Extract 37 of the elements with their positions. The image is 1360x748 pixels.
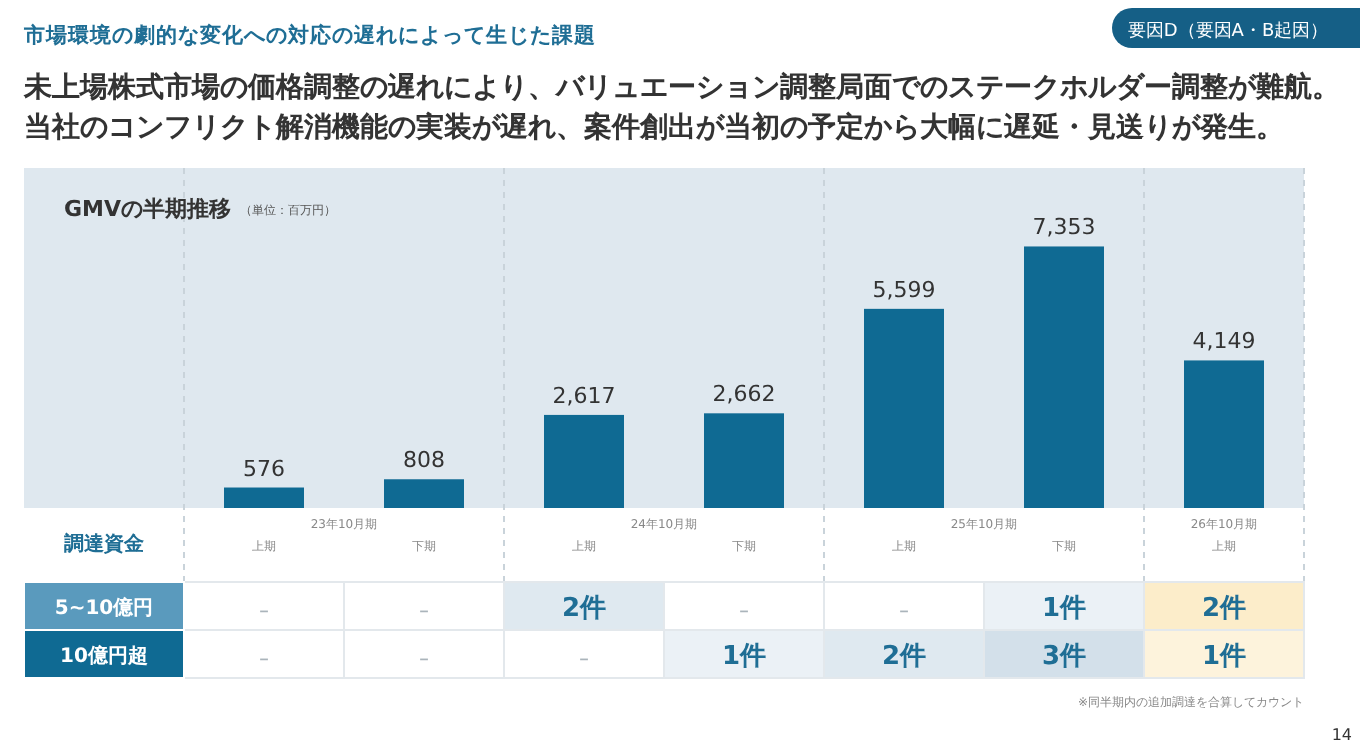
y-tick-label: 5~10億円 [54, 596, 154, 620]
text: 当社のコンフリクト解消機能の実装が遅れ、案件創出が当初の予定から大幅に遅延・見送りが発生。 [24, 110, 1284, 144]
text: 要因D（要因A・B起因） [1127, 20, 1329, 42]
data-label: 7,353 [1032, 214, 1096, 241]
data-label: 2,617 [552, 382, 616, 409]
text: － [896, 602, 912, 620]
bar [704, 413, 784, 508]
data-label: 2件 [881, 642, 927, 672]
data-label: 5,599 [872, 276, 936, 303]
bar [384, 479, 464, 508]
chart-title: 調達資金 [62, 532, 146, 556]
y-tick-label: 10億円超 [60, 644, 148, 668]
data-label: 576 [243, 455, 285, 482]
data-label: 3件 [1041, 642, 1087, 672]
data-label: 2件 [1201, 594, 1247, 624]
bar [864, 308, 944, 508]
text: － [416, 650, 432, 668]
text: － [576, 650, 592, 668]
data-label: 808 [403, 447, 445, 474]
chart-title: GMVの半期推移 [64, 196, 231, 222]
text: － [416, 602, 432, 620]
bar [1184, 360, 1264, 508]
text: － [256, 650, 272, 668]
text: 14 [1331, 726, 1352, 744]
data-label: 2,662 [712, 381, 776, 408]
text: 市場環境の劇的な変化への対応の遅れによって生じた課題 [22, 22, 596, 48]
data-label: 1件 [721, 642, 767, 672]
data-label: 1件 [1201, 642, 1247, 672]
data-label: 1件 [1041, 594, 1087, 624]
bar [544, 414, 624, 508]
text: 未上場株式市場の価格調整の遅れにより、バリュエーション調整局面でのステークホルダー調整が難航。 [22, 70, 1340, 104]
text: － [736, 602, 752, 620]
data-label: 4,149 [1192, 328, 1256, 355]
bar [1024, 246, 1104, 508]
text: － [256, 602, 272, 620]
bar [224, 487, 304, 508]
data-label: 2件 [561, 594, 607, 624]
